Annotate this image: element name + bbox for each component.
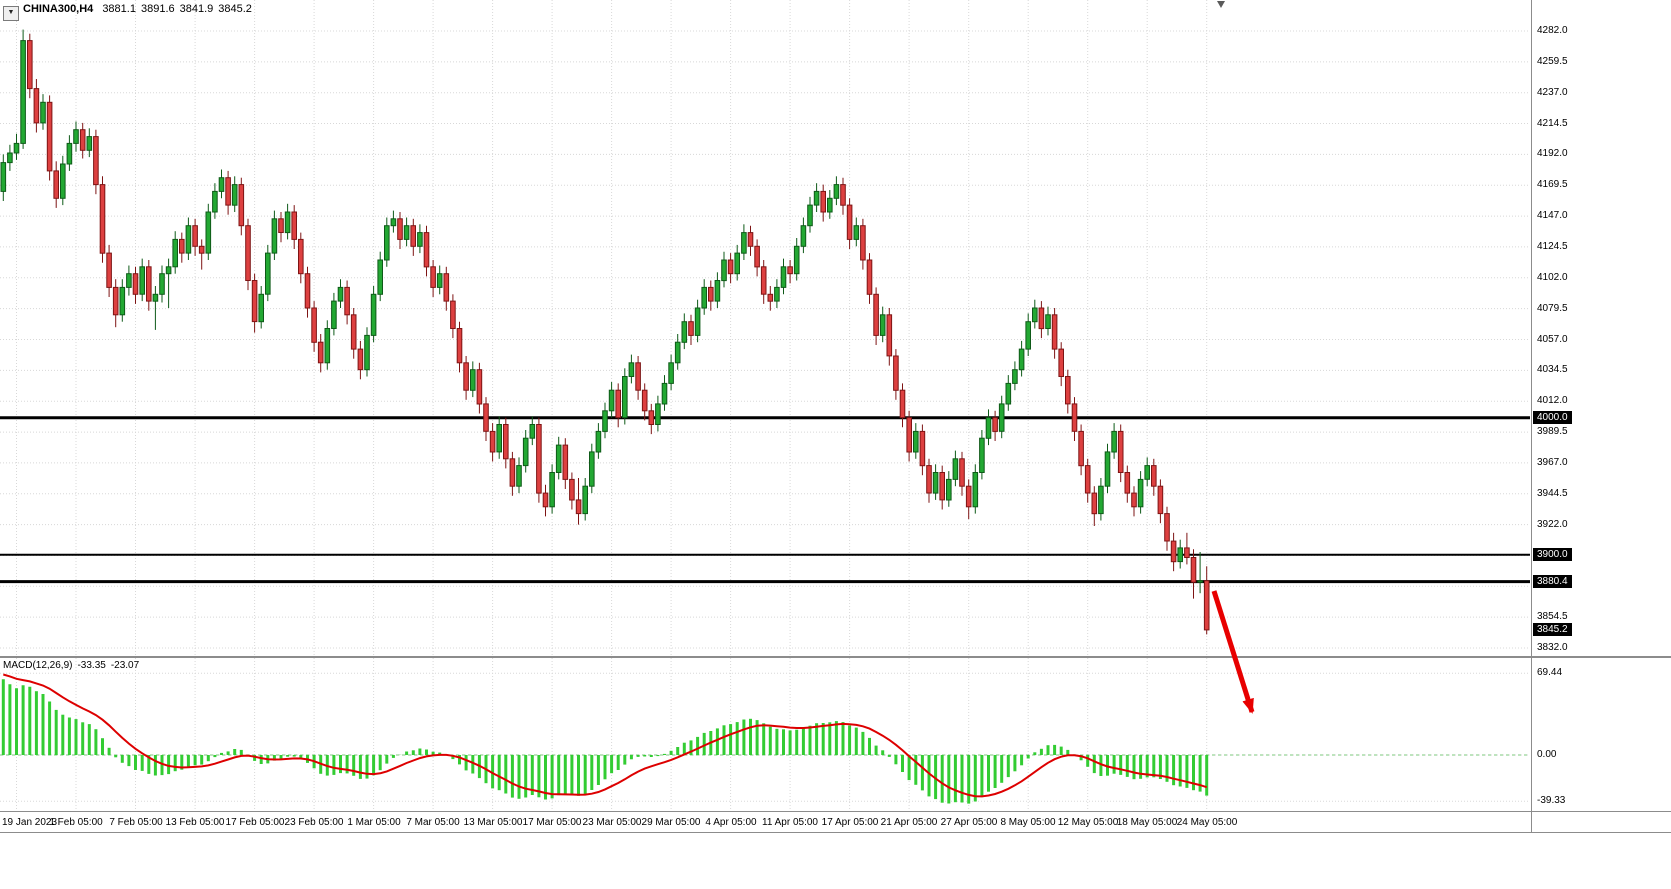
time-axis-label: 4 Apr 05:00 [705,817,757,828]
price-axis-label: 4192.0 [1537,148,1568,159]
macd-indicator-panel[interactable]: MACD(12,26,9) -33.35 -23.07 [0,658,1530,810]
macd-chart-svg[interactable] [0,658,1530,810]
time-axis-label: 13 Mar 05:00 [463,817,523,828]
price-level-box: 3900.0 [1533,548,1572,561]
price-axis-label: 3922.0 [1537,519,1568,530]
ohlc-close: 3845.2 [218,3,252,15]
price-axis-label: 3854.5 [1537,611,1568,622]
time-axis-label: 23 Feb 05:00 [284,817,344,828]
time-axis[interactable]: 19 Jan 2023 1 Feb 05:00 7 Feb 05:00 13 Feb … [0,812,1530,832]
price-axis[interactable]: 4282.0 4259.5 4237.0 4214.5 4192.0 4169.5 4147… [1531,0,1671,832]
time-axis-label: 17 Feb 05:00 [225,817,285,828]
price-axis-label: 3967.0 [1537,457,1568,468]
time-axis-label: 8 May 05:00 [1000,817,1056,828]
time-axis-label: 7 Feb 05:00 [109,817,163,828]
time-axis-label: 29 Mar 05:00 [641,817,701,828]
ohlc-low: 3841.9 [179,3,214,15]
time-axis-label: 24 May 05:00 [1176,817,1238,828]
price-axis-label: 4034.5 [1537,364,1568,375]
price-axis-label: 4102.0 [1537,272,1568,283]
time-axis-label: 12 May 05:00 [1057,817,1119,828]
time-axis-label: 13 Feb 05:00 [165,817,225,828]
chart-shift-marker[interactable] [1217,1,1225,8]
time-axis-label: 7 Mar 05:00 [406,817,460,828]
panel-separator-bottom [0,811,1671,812]
symbol-dropdown-button[interactable]: ▼ [3,6,19,21]
macd-signal-value: -23.07 [110,660,140,671]
time-axis-label: 1 Feb 05:00 [49,817,103,828]
price-axis-label: 4124.5 [1537,241,1568,252]
price-axis-label: 4169.5 [1537,179,1568,190]
price-axis-label: 4079.5 [1537,303,1568,314]
time-axis-label: 27 Apr 05:00 [940,817,998,828]
ohlc-open: 3881.1 [102,3,136,15]
time-axis-label: 11 Apr 05:00 [762,817,818,828]
time-axis-separator [0,832,1671,833]
price-axis-label: 3832.0 [1537,642,1568,653]
time-axis-label: 19 Jan 2023 [2,817,58,828]
price-axis-label: 4147.0 [1537,210,1568,221]
price-axis-label: 4214.5 [1537,118,1568,129]
price-axis-label: 4282.0 [1537,25,1568,36]
macd-axis-label: 0.00 [1537,749,1557,760]
price-axis-label: 3944.5 [1537,488,1568,499]
price-axis-label: 4237.0 [1537,87,1568,98]
time-axis-label: 23 Mar 05:00 [582,817,642,828]
price-chart-svg[interactable] [0,0,1530,656]
price-axis-label: 4259.5 [1537,56,1568,67]
macd-axis-label: 69.44 [1537,667,1563,678]
macd-indicator-label: MACD(12,26,9) [3,660,73,671]
price-level-box: 3845.2 [1533,623,1572,636]
time-axis-label: 17 Mar 05:00 [522,817,582,828]
time-axis-label: 18 May 05:00 [1116,817,1178,828]
symbol-label: CHINA300,H4 [23,3,94,15]
price-level-box: 4000.0 [1533,411,1572,424]
panel-separator-top[interactable] [0,656,1671,658]
main-chart-panel[interactable]: ▼ CHINA300,H4 3881.1 3891.6 3841.9 3845.2 [0,0,1530,656]
macd-title: MACD(12,26,9) -33.35 -23.07 [3,660,139,671]
price-axis-label: 3989.5 [1537,426,1568,437]
macd-main-value: -33.35 [77,660,106,671]
time-axis-label: 21 Apr 05:00 [880,817,938,828]
macd-axis-label: -39.33 [1537,795,1566,806]
time-axis-label: 1 Mar 05:00 [347,817,401,828]
price-axis-label: 4057.0 [1537,334,1568,345]
price-level-box: 3880.4 [1533,575,1572,588]
price-axis-label: 4012.0 [1537,395,1568,406]
ohlc-high: 3891.6 [140,3,175,15]
chart-title: ▼ CHINA300,H4 3881.1 3891.6 3841.9 3845.2 [3,3,257,21]
time-axis-label: 17 Apr 05:00 [821,817,879,828]
